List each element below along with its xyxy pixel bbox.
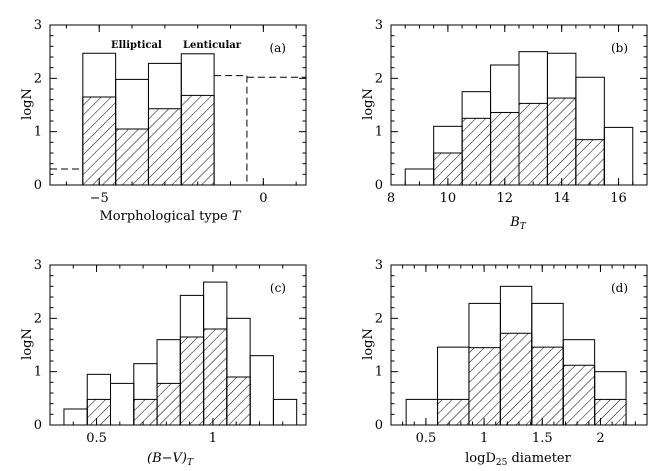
panel-a-xtick-label: −5 <box>90 191 109 206</box>
panel-b-xlabel-sub: T <box>520 222 527 232</box>
panel-c-frame <box>49 264 307 426</box>
panel-c-xlabel-sub: T <box>187 458 194 468</box>
panel-c-open-bar <box>110 382 135 426</box>
panel-a-xlabel: Morphological type T <box>99 209 241 224</box>
panel-b-xtick-label: 10 <box>440 191 457 206</box>
panel-b-xtick-label: 12 <box>497 191 514 206</box>
panel-b-xtick-label: 14 <box>553 191 570 206</box>
panel-d-ytick-label: 1 <box>375 365 383 380</box>
panel-d-hatched-bar <box>531 346 564 426</box>
panel-d-hatched-bar <box>594 398 627 426</box>
panel-d-ytick-label: 2 <box>375 311 383 326</box>
panel-d-hatched-bar <box>437 398 470 426</box>
panel-c-ytick-label: 2 <box>34 311 42 326</box>
panel-c-xtick-label: 1 <box>209 431 217 446</box>
panel-c-hatched-bar <box>179 336 205 426</box>
panel-a-ytick-label: 0 <box>34 178 42 193</box>
panel-d-hatched-bar <box>499 332 533 426</box>
panel-a-hatched-bar <box>180 94 215 186</box>
panel-d-xtick-label: 0.5 <box>416 431 437 446</box>
panel-b-xlabel: BT <box>509 215 527 232</box>
panel-d: logN logD25 diameter (d) 0 1 2 3 0.5 1 1.5 2 <box>361 258 648 468</box>
panel-a: logN Morphological type T (a) Elliptical… <box>20 18 307 224</box>
panel-b-hatched-bar <box>575 139 605 186</box>
panel-b-xtick-label: 16 <box>610 191 627 206</box>
panel-c-hatched-bar <box>226 376 251 426</box>
panel-d-xlabel: logD25 diameter <box>465 451 571 468</box>
panel-a-xlabel-symbol: T <box>232 209 242 224</box>
panel-c-hatched-bar <box>133 398 158 426</box>
panel-d-label: (d) <box>611 281 628 295</box>
panel-a-xlabel-text: Morphological type <box>99 209 231 224</box>
panel-b-hatched-bar <box>518 102 548 186</box>
panel-a-xtick-label: 0 <box>259 191 267 206</box>
panel-b-ytick-label: 0 <box>375 178 383 193</box>
panel-a-ylabel: logN <box>20 88 35 120</box>
panel-b-ytick-label: 1 <box>375 125 383 140</box>
panel-b-xtick-label: 8 <box>387 191 395 206</box>
panel-a-hatched-bar <box>82 96 117 186</box>
annotation-elliptical: Elliptical <box>111 40 162 51</box>
panel-b-ytick-label: 3 <box>375 18 383 33</box>
panel-c-ylabel: logN <box>20 328 35 360</box>
panel-a-frame <box>49 24 307 186</box>
panel-d-xlabel-sub: 25 <box>496 458 508 468</box>
panel-b-ylabel: logN <box>361 88 376 120</box>
panel-b-ytick-label: 2 <box>375 71 383 86</box>
panel-d-open-bar <box>405 398 439 426</box>
panel-a-hatched-bar <box>147 108 182 186</box>
panel-d-ytick-label: 3 <box>375 258 383 273</box>
panel-b-open-bar <box>603 126 634 186</box>
panel-a-label: (a) <box>269 41 286 55</box>
panel-a-ytick-label: 3 <box>34 18 42 33</box>
panel-a-ytick-label: 1 <box>34 125 42 140</box>
panel-c-xlabel: (B−V)T <box>147 451 194 468</box>
panel-c-open-bar <box>63 408 88 426</box>
panel-c: logN (B−V)T (c) 0 1 2 3 0.5 1 <box>20 258 307 468</box>
panel-c-hatched-bar <box>86 398 112 426</box>
panel-d-hatched-bar <box>562 364 596 426</box>
annotation-lenticular: Lenticular <box>183 40 242 51</box>
panel-c-ytick-label: 1 <box>34 365 42 380</box>
panel-c-hatched-bar <box>156 382 181 426</box>
panel-c-ytick-label: 3 <box>34 258 42 273</box>
panel-c-ytick-label: 0 <box>34 418 42 433</box>
panel-d-hatched-bar <box>468 347 501 426</box>
panel-b-label: (b) <box>611 41 628 55</box>
panel-d-xtick-label: 1 <box>480 431 488 446</box>
panel-a-ytick-label: 2 <box>34 71 42 86</box>
panel-d-xtick-label: 1.5 <box>532 431 553 446</box>
panel-d-ylabel: logN <box>361 328 376 360</box>
panel-a-hatched-bar <box>115 128 149 186</box>
panel-c-xtick-label: 0.5 <box>86 431 107 446</box>
panel-d-xtick-label: 2 <box>596 431 604 446</box>
panel-b-hatched-bar <box>490 111 520 186</box>
panel-d-xlabel-rest: diameter <box>507 451 571 466</box>
panel-d-ytick-label: 0 <box>375 418 383 433</box>
panel-c-label: (c) <box>270 281 286 295</box>
panel-c-open-bar <box>272 398 298 426</box>
panel-b-hatched-bar <box>461 117 492 186</box>
panel-c-open-bar <box>249 355 274 426</box>
panel-c-hatched-bar <box>203 328 228 426</box>
panel-b-hatched-bar <box>546 97 577 186</box>
